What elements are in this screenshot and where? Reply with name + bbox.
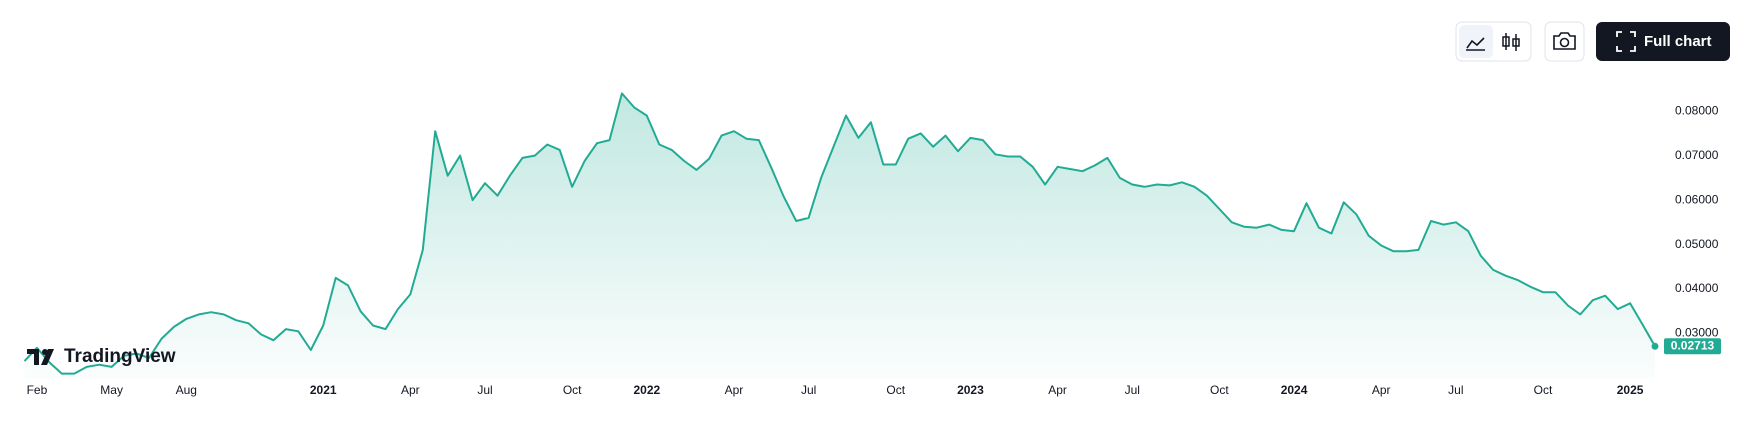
x-tick-label: Jul [477, 383, 492, 397]
price-tag [1664, 338, 1721, 355]
y-tick-label: 0.06000 [1675, 192, 1719, 206]
line-style-button[interactable] [1459, 25, 1493, 58]
x-tick-label: 2023 [957, 383, 984, 397]
x-tick-label: Jul [1125, 383, 1140, 397]
snapshot-button[interactable] [1544, 21, 1585, 62]
x-tick-label: Oct [1534, 383, 1553, 397]
x-tick-label: May [100, 383, 123, 397]
y-tick-label: 0.07000 [1675, 148, 1719, 162]
x-tick-label: Oct [563, 383, 582, 397]
last-point [1651, 342, 1659, 350]
price-tag-label: 0.02713 [1671, 338, 1715, 352]
x-tick-label: Jul [801, 383, 816, 397]
logo-slash [41, 349, 54, 365]
x-tick-label: Apr [1372, 383, 1391, 397]
y-tick-label: 0.08000 [1675, 103, 1719, 117]
logo-mark [27, 349, 39, 365]
x-tick-label: 2021 [310, 383, 337, 397]
y-tick-label: 0.05000 [1675, 237, 1719, 251]
x-tick-label: 2025 [1617, 383, 1644, 397]
plot-area: 0.03000 0.04000 0.05000 0.06000 0.07000 0.080… [23, 92, 1721, 397]
logo: TradingView [27, 346, 176, 367]
x-tick-label: Jul [1448, 383, 1463, 397]
fullscreen-icon [1616, 31, 1636, 52]
full-chart-button[interactable] [1596, 22, 1730, 61]
x-tick-label: Apr [725, 383, 744, 397]
y-tick-label: 0.04000 [1675, 281, 1719, 295]
line-style-icon [1466, 37, 1485, 51]
x-tick-label: Apr [1048, 383, 1067, 397]
x-tick-label: Feb [27, 383, 48, 397]
x-tick-label: 2024 [1281, 383, 1308, 397]
x-tick-label: Oct [1210, 383, 1229, 397]
full-chart-label: Full chart [1644, 33, 1712, 50]
toolbar: Full chart [1455, 21, 1730, 62]
camera-icon [1553, 32, 1576, 50]
logo-text: TradingView [64, 346, 176, 367]
x-tick-label: Oct [886, 383, 905, 397]
x-tick-label: 2022 [633, 383, 660, 397]
candle-style-button[interactable] [1495, 25, 1528, 58]
x-tick-label: Apr [401, 383, 420, 397]
line [23, 92, 1656, 375]
candle-style-icon [1502, 33, 1520, 51]
area [24, 93, 1655, 379]
y-tick-label: 0.03000 [1675, 326, 1719, 340]
x-tick-label: Aug [176, 383, 197, 397]
